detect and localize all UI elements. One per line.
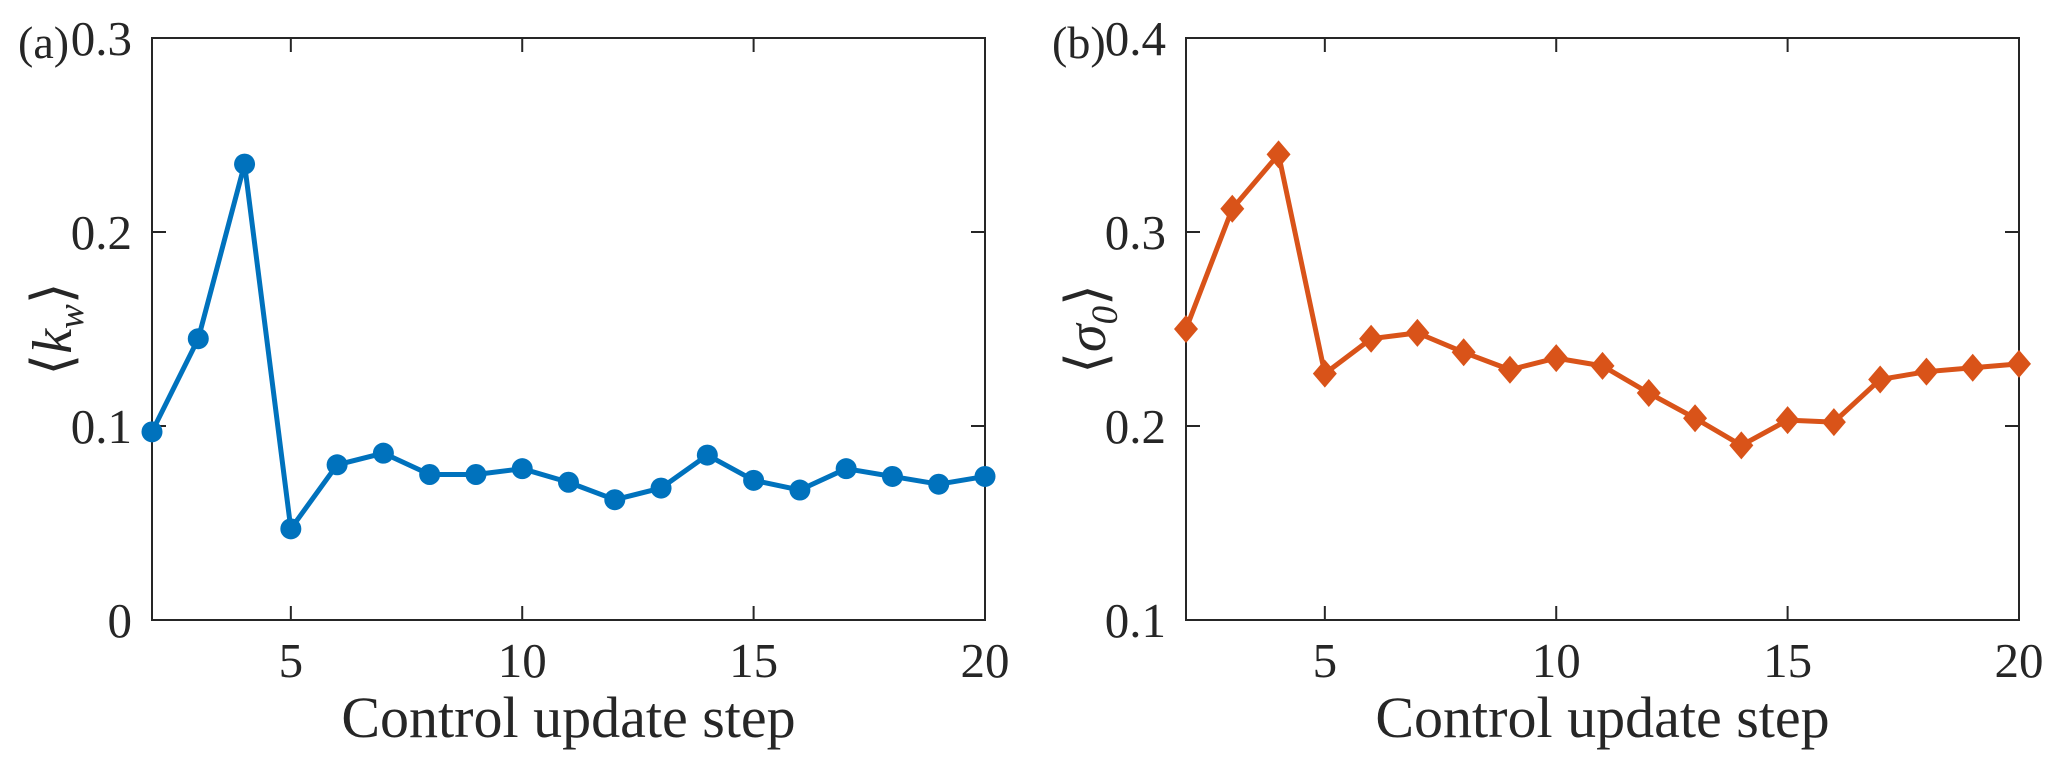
panel-b-plot-area: 5 10 15 20 0.1 0.2 0.3 0.4 [1105, 11, 2044, 688]
data-marker-circle [372, 442, 394, 464]
data-marker-circle [280, 518, 302, 540]
data-marker-circle [743, 469, 765, 491]
x-tick-label: 5 [279, 633, 304, 688]
panel-b-tag: (b) [1052, 17, 1106, 68]
y-tick-label: 0.3 [1105, 205, 1166, 260]
data-marker-diamond [1821, 408, 1846, 437]
data-marker-circle [835, 458, 857, 480]
data-marker-diamond [1544, 344, 1569, 373]
data-marker-circle [974, 465, 996, 487]
panel-a-tag: (a) [18, 17, 70, 68]
y-tick-label: 0.1 [1105, 593, 1166, 648]
data-marker-circle [187, 328, 209, 350]
data-marker-diamond [1914, 357, 1939, 386]
y-tick-label: 0.4 [1105, 11, 1166, 66]
data-line [1183, 151, 2022, 448]
data-marker-diamond [2007, 349, 2031, 378]
data-marker-circle [696, 444, 718, 466]
axes-box [1185, 37, 2020, 621]
data-marker-circle [511, 458, 533, 480]
data-marker-diamond [1775, 406, 1800, 435]
data-marker-diamond [1636, 379, 1661, 408]
data-marker-circle [789, 479, 811, 501]
data-marker-circle [881, 465, 903, 487]
x-tick-label: 5 [1313, 633, 1338, 688]
data-marker-diamond [1266, 140, 1291, 169]
data-marker-circle [326, 454, 348, 476]
data-marker-circle [419, 464, 441, 485]
x-tick-label: 10 [498, 633, 547, 688]
data-marker-circle [465, 464, 487, 485]
data-marker-diamond [1729, 431, 1754, 460]
x-tick-label: 20 [961, 633, 1010, 688]
panel-b-x-axis-label: Control update step [1375, 685, 1830, 750]
data-marker-circle [234, 153, 256, 175]
data-marker-diamond [1174, 315, 1198, 343]
data-marker-circle [558, 471, 579, 493]
data-marker-diamond [1220, 194, 1245, 223]
panel-a: (a) ⟨kw⟩ 5 10 15 20 0 0.1 0.2 0.3 Control updat… [0, 0, 1033, 783]
data-marker-diamond [1405, 318, 1430, 347]
y-tick-label: 0.1 [71, 399, 132, 454]
x-tick-label: 20 [1995, 633, 2044, 688]
data-marker-circle [141, 421, 163, 443]
data-marker-diamond [1683, 404, 1708, 433]
y-tick-label: 0.2 [1105, 399, 1166, 454]
y-tick-label: 0.3 [71, 11, 132, 66]
data-marker-diamond [1312, 359, 1337, 388]
panel-a-x-axis-label: Control update step [341, 685, 796, 750]
data-marker-circle [928, 473, 950, 495]
data-marker-diamond [1359, 324, 1384, 353]
data-marker-diamond [1868, 365, 1893, 394]
data-marker-diamond [1451, 338, 1476, 367]
y-tick-label: 0.2 [71, 205, 132, 260]
data-marker-diamond [1590, 351, 1615, 380]
data-marker-diamond [1497, 355, 1522, 384]
y-tick-label: 0 [108, 593, 133, 648]
x-tick-label: 10 [1532, 633, 1581, 688]
data-marker-circle [604, 489, 626, 511]
x-tick-label: 15 [729, 633, 778, 688]
data-marker-diamond [1960, 353, 1985, 382]
axes-box [151, 37, 986, 621]
panel-b: (b) ⟨σ0⟩ 5 10 15 20 0.1 0.2 0.3 0.4 Control upd… [1034, 0, 2067, 783]
data-marker-circle [650, 477, 672, 499]
panel-a-plot-area: 5 10 15 20 0 0.1 0.2 0.3 [71, 11, 1010, 688]
x-tick-label: 15 [1763, 633, 1812, 688]
